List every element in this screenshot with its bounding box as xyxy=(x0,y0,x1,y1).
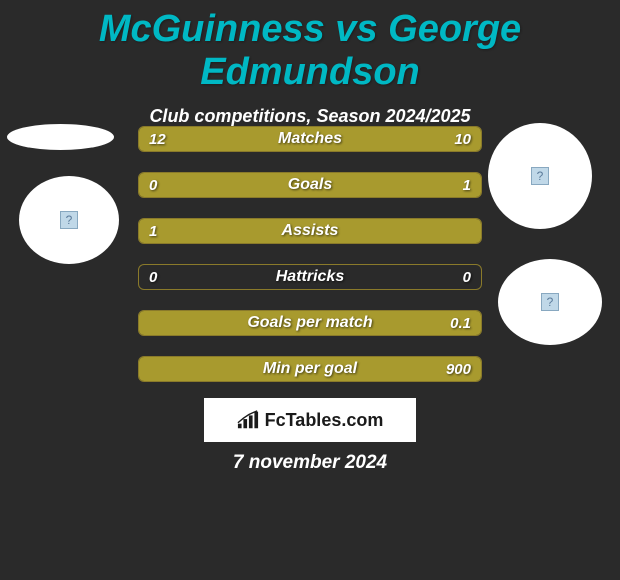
branding-logo-icon xyxy=(237,410,259,430)
stat-bar-row: 01Goals xyxy=(138,172,482,198)
branding-badge: FcTables.com xyxy=(204,398,416,442)
stats-bars: 1210Matches 01Goals 1Assists 00Hattricks 0.1… xyxy=(138,126,482,402)
bar-label: Assists xyxy=(139,219,481,243)
date-label: 7 november 2024 xyxy=(0,452,620,474)
bar-label: Matches xyxy=(139,127,481,151)
avatar-right-1: ? xyxy=(488,123,592,229)
branding-text: FcTables.com xyxy=(265,410,384,431)
avatar-right-2: ? xyxy=(498,259,602,345)
placeholder-icon: ? xyxy=(60,211,78,229)
stat-bar-row: 1Assists xyxy=(138,218,482,244)
bar-label: Min per goal xyxy=(139,357,481,381)
page-title: McGuinness vs George Edmundson xyxy=(0,0,620,94)
stat-bar-row: 1210Matches xyxy=(138,126,482,152)
stat-bar-row: 900Min per goal xyxy=(138,356,482,382)
stat-bar-row: 0.1Goals per match xyxy=(138,310,482,336)
stat-bar-row: 00Hattricks xyxy=(138,264,482,290)
placeholder-icon: ? xyxy=(541,293,559,311)
bar-label: Goals per match xyxy=(139,311,481,335)
avatar-left: ? xyxy=(19,176,119,264)
bar-label: Goals xyxy=(139,173,481,197)
placeholder-icon: ? xyxy=(531,167,549,185)
bar-label: Hattricks xyxy=(139,265,481,289)
decor-ellipse-left xyxy=(7,124,114,150)
